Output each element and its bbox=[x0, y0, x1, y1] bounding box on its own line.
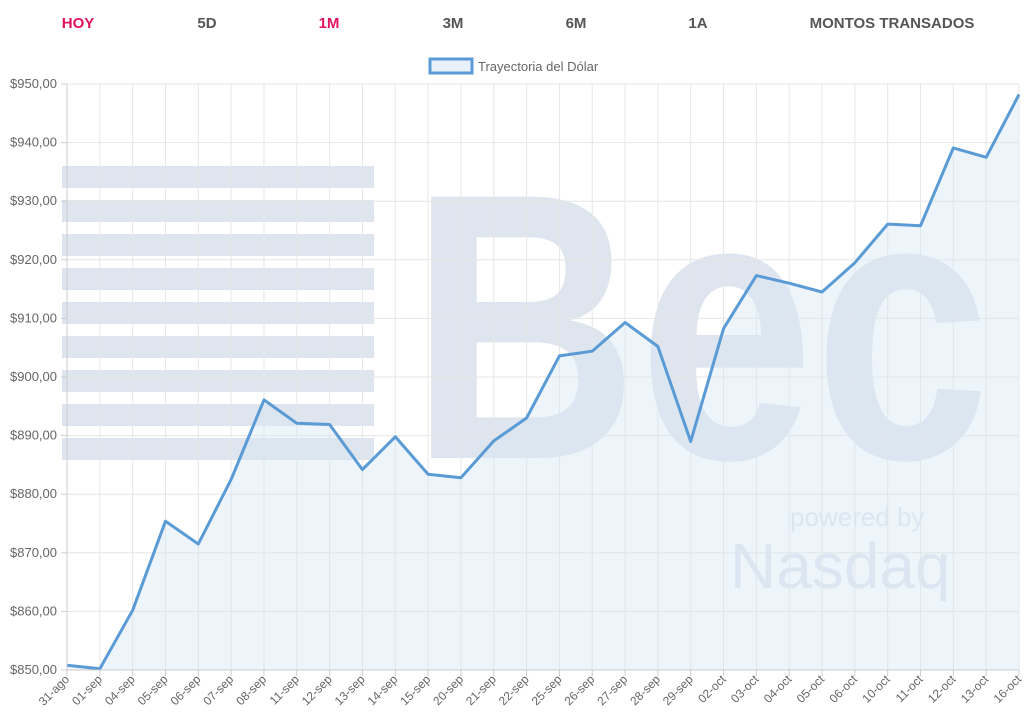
bec-stripes-logo bbox=[62, 166, 374, 460]
x-tick-label: 05-oct bbox=[794, 672, 828, 706]
x-tick-label: 27-sep bbox=[594, 672, 630, 708]
tab-5d[interactable]: 5D bbox=[197, 15, 217, 32]
dollar-line-chart: Bec powered by Nasdaq $850,00 $860,00 $870… bbox=[10, 57, 1024, 709]
x-tick-label: 26-sep bbox=[562, 672, 598, 708]
y-tick-label: $930,00 bbox=[10, 193, 57, 208]
data-point[interactable] bbox=[918, 223, 924, 229]
y-tick-label: $950,00 bbox=[10, 76, 57, 91]
data-point[interactable] bbox=[228, 477, 234, 483]
data-point[interactable] bbox=[162, 518, 168, 524]
watermark-powered-text: powered by bbox=[790, 502, 924, 532]
x-tick-label: 20-sep bbox=[430, 672, 466, 708]
x-tick-label: 29-sep bbox=[660, 672, 696, 708]
y-tick-label: $870,00 bbox=[10, 545, 57, 560]
data-point[interactable] bbox=[359, 467, 365, 473]
x-tick-label: 07-sep bbox=[200, 672, 236, 708]
data-point[interactable] bbox=[425, 471, 431, 477]
series-line-dolar bbox=[66, 93, 1021, 671]
x-tick-label: 03-oct bbox=[728, 672, 762, 706]
x-tick-label: 12-sep bbox=[299, 672, 335, 708]
tab-1m[interactable]: 1M bbox=[318, 15, 340, 32]
x-tick-label: 08-sep bbox=[233, 672, 269, 708]
y-tick-label: $920,00 bbox=[10, 252, 57, 267]
data-point[interactable] bbox=[589, 348, 595, 354]
data-point[interactable] bbox=[655, 344, 661, 350]
data-point[interactable] bbox=[458, 475, 464, 481]
data-point[interactable] bbox=[721, 325, 727, 331]
legend-swatch bbox=[428, 57, 474, 75]
x-tick-label: 16-oct bbox=[991, 672, 1024, 706]
series-area bbox=[67, 94, 1019, 670]
y-tick-label: $880,00 bbox=[10, 486, 57, 501]
data-point[interactable] bbox=[852, 260, 858, 266]
data-point[interactable] bbox=[392, 434, 398, 440]
y-tick-label: $910,00 bbox=[10, 310, 57, 325]
x-tick-label: 28-sep bbox=[627, 672, 663, 708]
x-tick-label: 06-oct bbox=[826, 672, 860, 706]
data-point[interactable] bbox=[130, 607, 136, 613]
chart-area-fill bbox=[67, 94, 1019, 670]
watermark-bec-text: Bec bbox=[410, 114, 990, 539]
x-axis: 31-ago01-sep04-sep05-sep06-sep07-sep08-s… bbox=[36, 669, 1024, 709]
chart-legend[interactable]: Trayectoria del Dólar bbox=[428, 57, 599, 75]
data-point[interactable] bbox=[688, 438, 694, 444]
x-tick-label: 22-sep bbox=[496, 672, 532, 708]
x-tick-label: 10-oct bbox=[859, 672, 893, 706]
data-point[interactable] bbox=[885, 221, 891, 227]
x-tick-label: 04-sep bbox=[102, 672, 138, 708]
data-point[interactable] bbox=[622, 320, 628, 326]
x-tick-label: 15-sep bbox=[397, 672, 433, 708]
legend-label: Trayectoria del Dólar bbox=[478, 59, 599, 74]
data-point[interactable] bbox=[753, 273, 759, 279]
x-tick-label: 01-sep bbox=[69, 672, 105, 708]
x-tick-label: 11-oct bbox=[893, 672, 926, 705]
y-axis: $850,00 $860,00 $870,00 $880,00 $890,00 $900,… bbox=[10, 76, 68, 677]
bec-watermark: Bec powered by Nasdaq bbox=[62, 114, 990, 602]
data-point[interactable] bbox=[524, 415, 530, 421]
data-point[interactable] bbox=[819, 289, 825, 295]
x-tick-label: 31-ago bbox=[36, 672, 73, 709]
x-tick-label: 13-oct bbox=[958, 672, 992, 706]
x-tick-label: 25-sep bbox=[529, 672, 565, 708]
y-tick-label: $860,00 bbox=[10, 603, 57, 618]
y-tick-label: $850,00 bbox=[10, 662, 57, 677]
tab-1a[interactable]: 1A bbox=[688, 15, 708, 32]
x-tick-label: 06-sep bbox=[168, 672, 204, 708]
x-tick-label: 05-sep bbox=[135, 672, 171, 708]
period-tabs: HOY 5D 1M 3M 6M 1A MONTOS TRANSADOS bbox=[0, 0, 1024, 48]
x-tick-label: 21-sep bbox=[463, 672, 499, 708]
tab-montos-transados[interactable]: MONTOS TRANSADOS bbox=[809, 15, 975, 32]
x-tick-label: 11-sep bbox=[267, 672, 302, 707]
data-point[interactable] bbox=[556, 353, 562, 359]
data-point[interactable] bbox=[294, 420, 300, 426]
data-point[interactable] bbox=[786, 280, 792, 286]
x-tick-label: 02-oct bbox=[695, 672, 729, 706]
chart-series bbox=[66, 92, 1022, 671]
data-point[interactable] bbox=[327, 421, 333, 427]
tab-hoy[interactable]: HOY bbox=[61, 15, 95, 32]
x-tick-label: 12-oct bbox=[925, 672, 959, 706]
y-tick-label: $940,00 bbox=[10, 135, 57, 150]
x-tick-label: 04-oct bbox=[761, 672, 795, 706]
data-point[interactable] bbox=[195, 541, 201, 547]
data-point[interactable] bbox=[983, 154, 989, 160]
data-point[interactable] bbox=[261, 397, 267, 403]
data-point[interactable] bbox=[1016, 92, 1022, 98]
tab-6m[interactable]: 6M bbox=[565, 15, 587, 32]
data-point[interactable] bbox=[950, 145, 956, 151]
tab-3m[interactable]: 3M bbox=[442, 15, 464, 32]
y-tick-label: $900,00 bbox=[10, 369, 57, 384]
x-tick-label: 14-sep bbox=[365, 672, 401, 708]
y-tick-label: $890,00 bbox=[10, 428, 57, 443]
watermark-nasdaq-text: Nasdaq bbox=[730, 530, 951, 602]
x-tick-label: 13-sep bbox=[332, 672, 368, 708]
data-point[interactable] bbox=[491, 438, 497, 444]
